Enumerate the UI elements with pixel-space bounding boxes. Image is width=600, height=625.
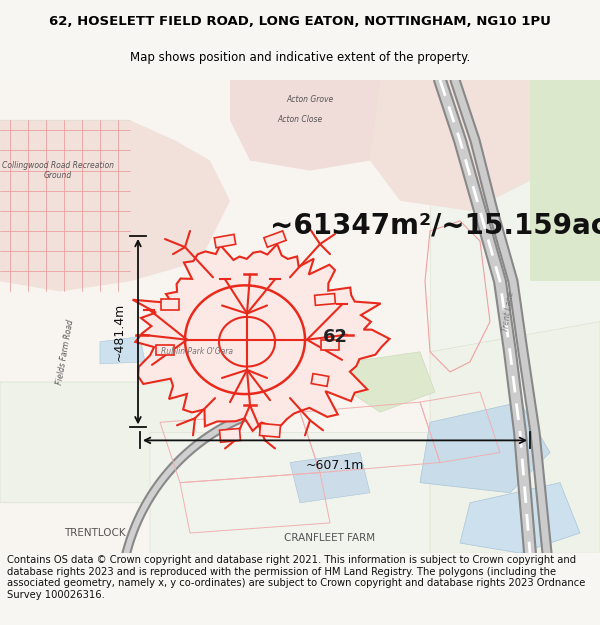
FancyBboxPatch shape [156, 345, 174, 355]
Text: TRENTLOCK: TRENTLOCK [64, 528, 126, 538]
Polygon shape [133, 244, 389, 431]
Polygon shape [430, 161, 600, 432]
Text: ~481.4m: ~481.4m [113, 302, 126, 361]
FancyBboxPatch shape [321, 340, 339, 350]
Text: Trent Lane: Trent Lane [501, 291, 515, 332]
Polygon shape [100, 337, 145, 364]
Polygon shape [460, 482, 580, 553]
FancyBboxPatch shape [161, 299, 179, 309]
FancyBboxPatch shape [214, 234, 236, 248]
FancyBboxPatch shape [264, 231, 286, 248]
Text: ~61347m²/~15.159ac.: ~61347m²/~15.159ac. [270, 212, 600, 240]
Polygon shape [0, 382, 200, 503]
Text: 62, HOSELETT FIELD ROAD, LONG EATON, NOTTINGHAM, NG10 1PU: 62, HOSELETT FIELD ROAD, LONG EATON, NOT… [49, 15, 551, 28]
Text: Acton Grove: Acton Grove [286, 95, 334, 104]
Polygon shape [290, 452, 370, 503]
Text: Fields Farm Road: Fields Farm Road [55, 319, 75, 385]
Polygon shape [430, 322, 600, 553]
Polygon shape [0, 120, 230, 291]
Text: ~607.1m: ~607.1m [306, 459, 364, 471]
Polygon shape [250, 80, 380, 161]
Polygon shape [420, 402, 550, 492]
Text: 62: 62 [323, 328, 347, 346]
Polygon shape [150, 432, 470, 553]
FancyBboxPatch shape [220, 429, 241, 442]
Text: Collingwood Road Recreation
Ground: Collingwood Road Recreation Ground [2, 161, 114, 180]
Text: Contains OS data © Crown copyright and database right 2021. This information is : Contains OS data © Crown copyright and d… [7, 555, 586, 600]
Polygon shape [530, 80, 600, 281]
Polygon shape [0, 120, 160, 231]
Text: Rublin Park O'Gara: Rublin Park O'Gara [161, 348, 233, 356]
Text: Map shows position and indicative extent of the property.: Map shows position and indicative extent… [130, 51, 470, 64]
Text: Acton Close: Acton Close [277, 115, 323, 124]
Polygon shape [350, 352, 435, 412]
FancyBboxPatch shape [311, 374, 329, 386]
Text: CRANFLEET FARM: CRANFLEET FARM [284, 533, 376, 543]
Polygon shape [230, 80, 380, 171]
Polygon shape [370, 80, 530, 211]
FancyBboxPatch shape [260, 423, 280, 438]
FancyBboxPatch shape [314, 294, 335, 306]
